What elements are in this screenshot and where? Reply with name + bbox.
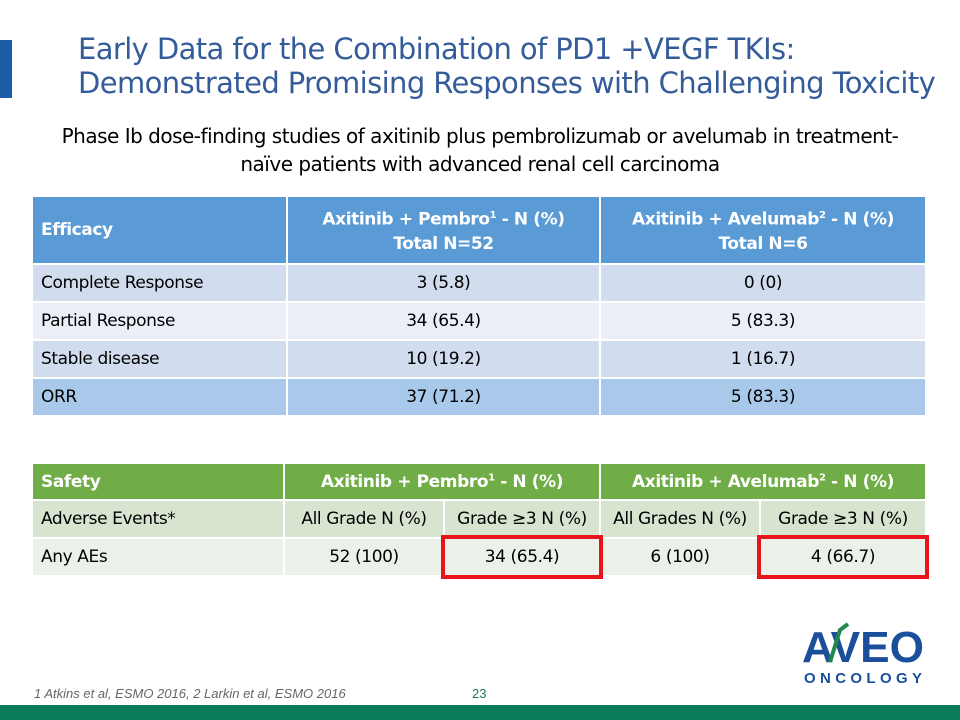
cell: 37 (71.2) bbox=[286, 377, 601, 417]
efficacy-table: Efficacy Axitinib + Pembro1 - N (%) Total… bbox=[31, 195, 927, 417]
highlighted-cell: 34 (65.4) bbox=[441, 535, 603, 579]
svg-text:AVEO: AVEO bbox=[802, 623, 924, 672]
row-label: ORR bbox=[31, 377, 288, 417]
header-avelumab: Axitinib + Avelumab2 - N (%) Total N=6 bbox=[599, 195, 927, 265]
table-row: ORR 37 (71.2) 5 (83.3) bbox=[31, 377, 927, 417]
table-row: Complete Response 3 (5.8) 0 (0) bbox=[31, 263, 927, 303]
safety-table: Safety Axitinib + Pembro1 - N (%) Axitin… bbox=[31, 462, 929, 579]
cell: 5 (83.3) bbox=[599, 301, 927, 341]
cell: 52 (100) bbox=[283, 537, 445, 577]
cell: 10 (19.2) bbox=[286, 339, 601, 379]
cell: All Grades N (%) bbox=[599, 499, 761, 539]
cell: Grade ≥3 N (%) bbox=[759, 499, 927, 539]
row-label: Complete Response bbox=[31, 263, 288, 303]
aveo-oncology-logo: AVEO ONCOLOGY bbox=[802, 622, 924, 687]
row-label: Any AEs bbox=[31, 537, 285, 577]
table-row: Stable disease 10 (19.2) 1 (16.7) bbox=[31, 339, 927, 379]
safety-header-row: Safety Axitinib + Pembro1 - N (%) Axitin… bbox=[31, 462, 927, 501]
cell: 34 (65.4) bbox=[286, 301, 601, 341]
cell: 0 (0) bbox=[599, 263, 927, 303]
cell: 5 (83.3) bbox=[599, 377, 927, 417]
cell: All Grade N (%) bbox=[283, 499, 445, 539]
page-number: 23 bbox=[472, 686, 487, 701]
cell: 1 (16.7) bbox=[599, 339, 927, 379]
cell: 3 (5.8) bbox=[286, 263, 601, 303]
header-avelumab: Axitinib + Avelumab2 - N (%) bbox=[599, 462, 927, 501]
title-accent-bar bbox=[0, 40, 12, 98]
row-label: Adverse Events* bbox=[31, 499, 285, 539]
slide-title: Early Data for the Combination of PD1 +V… bbox=[78, 32, 936, 100]
table-row: Partial Response 34 (65.4) 5 (83.3) bbox=[31, 301, 927, 341]
row-label: Partial Response bbox=[31, 301, 288, 341]
svg-text:ONCOLOGY: ONCOLOGY bbox=[804, 670, 922, 687]
cell: Grade ≥3 N (%) bbox=[443, 499, 601, 539]
row-label: Stable disease bbox=[31, 339, 288, 379]
table-row: Any AEs 52 (100) 34 (65.4) 6 (100) 4 (66… bbox=[31, 535, 929, 579]
efficacy-header-row: Efficacy Axitinib + Pembro1 - N (%) Total… bbox=[31, 195, 927, 265]
highlighted-cell: 4 (66.7) bbox=[757, 535, 929, 579]
cell: 6 (100) bbox=[599, 537, 761, 577]
header-efficacy: Efficacy bbox=[31, 195, 288, 265]
header-safety: Safety bbox=[31, 462, 285, 501]
footer-bar bbox=[0, 705, 960, 720]
slide-subtitle: Phase Ib dose-finding studies of axitini… bbox=[61, 124, 899, 176]
header-pembro: Axitinib + Pembro1 - N (%) Total N=52 bbox=[286, 195, 601, 265]
footnote: 1 Atkins et al, ESMO 2016, 2 Larkin et a… bbox=[34, 686, 346, 701]
header-pembro: Axitinib + Pembro1 - N (%) bbox=[283, 462, 601, 501]
safety-subheader-row: Adverse Events* All Grade N (%) Grade ≥3… bbox=[31, 499, 927, 539]
